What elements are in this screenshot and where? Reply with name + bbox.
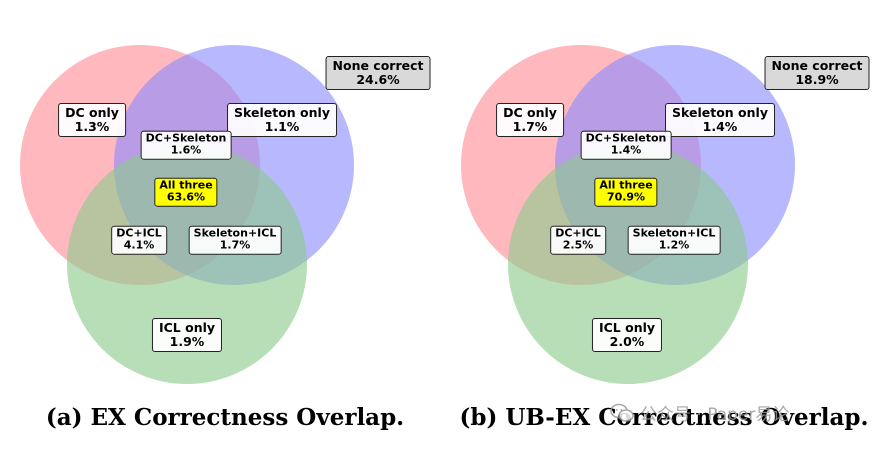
watermark: 公众号 · Paper易论 xyxy=(610,400,789,425)
wechat-icon xyxy=(610,403,634,422)
caption-a: (a) EX Correctness Overlap. xyxy=(45,404,405,431)
region-skeleton-icl: Skeleton+ICL 1.7% xyxy=(188,225,282,255)
circle-icl xyxy=(67,144,307,384)
region-dc-only: DC only 1.3% xyxy=(58,103,126,137)
region-dc-only: DC only 1.7% xyxy=(496,103,564,137)
circle-icl xyxy=(508,144,748,384)
region-skeleton-icl: Skeleton+ICL 1.2% xyxy=(627,225,721,255)
region-icl-only: ICL only 2.0% xyxy=(591,318,663,352)
region-dc-skeleton: DC+Skeleton 1.4% xyxy=(580,130,672,160)
region-all-three: All three 63.6% xyxy=(154,177,218,207)
region-all-three: All three 70.9% xyxy=(594,177,658,207)
region-icl-only: ICL only 1.9% xyxy=(151,318,223,352)
region-skeleton-only: Skeleton only 1.4% xyxy=(665,103,775,137)
region-none-correct: None correct 24.6% xyxy=(325,56,431,90)
venn-panel-a: DC only 1.3% Skeleton only 1.1% None cor… xyxy=(20,45,431,384)
caption-b: (b) UB-EX Correctness Overlap. xyxy=(459,404,869,431)
watermark-text: 公众号 · Paper易论 xyxy=(640,405,790,425)
region-dc-icl: DC+ICL 2.5% xyxy=(550,225,606,255)
region-none-correct: None correct 18.9% xyxy=(764,56,870,90)
region-dc-icl: DC+ICL 4.1% xyxy=(111,225,167,255)
region-skeleton-only: Skeleton only 1.1% xyxy=(227,103,337,137)
region-dc-skeleton: DC+Skeleton 1.6% xyxy=(140,130,232,160)
venn-panel-b: DC only 1.7% Skeleton only 1.4% None cor… xyxy=(441,0,887,450)
